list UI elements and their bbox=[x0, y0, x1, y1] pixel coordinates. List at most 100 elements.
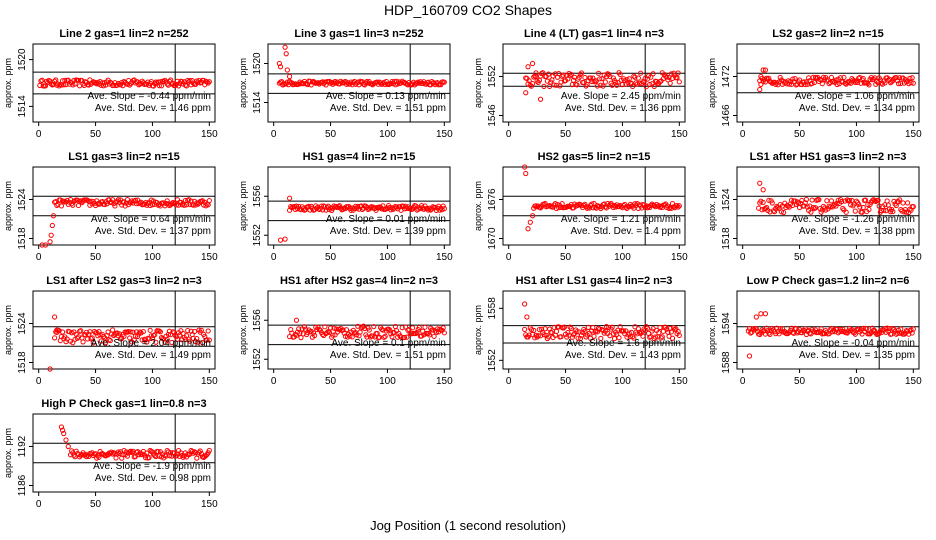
data-point bbox=[198, 451, 204, 457]
x-tick-label: 150 bbox=[201, 129, 218, 140]
data-point bbox=[287, 195, 293, 201]
data-point bbox=[801, 79, 807, 85]
data-point bbox=[413, 330, 419, 337]
x-tick-label: 0 bbox=[506, 376, 512, 387]
data-point bbox=[206, 337, 212, 343]
data-point bbox=[760, 199, 766, 206]
data-point bbox=[632, 74, 638, 80]
data-point bbox=[532, 73, 538, 79]
data-point bbox=[799, 197, 805, 204]
data-point bbox=[301, 324, 307, 330]
ave-slope-label: Ave. Slope = 0.64 ppm/min bbox=[91, 214, 211, 225]
data-point bbox=[552, 71, 558, 77]
y-tick-label: 1466 bbox=[721, 104, 732, 127]
data-point bbox=[570, 77, 577, 83]
ave-slope-label: Ave. Slope = 2.04 ppm/min bbox=[91, 338, 211, 349]
data-point bbox=[181, 202, 187, 208]
data-point bbox=[183, 333, 190, 339]
data-point bbox=[812, 74, 819, 81]
x-tick-label: 100 bbox=[144, 499, 161, 510]
data-point bbox=[757, 86, 763, 93]
data-point bbox=[194, 455, 200, 461]
data-point bbox=[762, 311, 769, 317]
data-point bbox=[82, 332, 88, 338]
data-point bbox=[193, 338, 199, 345]
ave-std-dev-label: Ave. Std. Dev. = 1.4 ppm bbox=[570, 226, 681, 237]
data-point bbox=[52, 78, 58, 84]
data-point bbox=[841, 74, 847, 81]
data-point bbox=[333, 203, 339, 210]
data-point bbox=[792, 75, 798, 82]
x-tick-label: 50 bbox=[560, 376, 572, 387]
data-point bbox=[277, 237, 284, 243]
data-point bbox=[610, 75, 616, 81]
data-point bbox=[763, 204, 770, 211]
panel-title: LS1 gas=3 lin=2 n=15 bbox=[68, 151, 180, 163]
data-point bbox=[544, 78, 550, 84]
data-point bbox=[416, 324, 422, 331]
data-point bbox=[529, 60, 536, 67]
data-point bbox=[426, 332, 433, 338]
data-point bbox=[553, 328, 560, 334]
y-tick-label: 1518 bbox=[17, 351, 28, 374]
data-point bbox=[856, 201, 862, 207]
data-point bbox=[282, 44, 288, 50]
y-axis-label: approx. ppm bbox=[707, 58, 717, 108]
data-point bbox=[568, 71, 574, 78]
data-point bbox=[578, 332, 585, 338]
data-point bbox=[320, 331, 326, 338]
data-point bbox=[886, 206, 893, 212]
data-point bbox=[762, 67, 769, 73]
data-point bbox=[631, 73, 637, 79]
data-point bbox=[135, 333, 141, 340]
data-point bbox=[529, 213, 536, 219]
data-point bbox=[110, 327, 116, 333]
data-point bbox=[293, 317, 300, 323]
panel-title: Line 4 (LT) gas=1 lin=4 n=3 bbox=[524, 28, 664, 40]
x-tick-label: 100 bbox=[144, 376, 161, 387]
y-axis-label: approx. ppm bbox=[473, 305, 483, 355]
data-point bbox=[763, 75, 770, 81]
ave-slope-label: Ave. Slope = 1.6 ppm/min bbox=[566, 338, 681, 349]
x-tick-label: 150 bbox=[905, 376, 922, 387]
data-point bbox=[833, 203, 839, 209]
data-point bbox=[876, 203, 882, 209]
data-point bbox=[549, 330, 555, 336]
ave-std-dev-label: Ave. Std. Dev. = 1.38 ppm bbox=[799, 226, 915, 237]
data-point bbox=[843, 209, 849, 215]
data-point bbox=[78, 328, 84, 334]
data-point bbox=[399, 325, 405, 331]
data-point bbox=[349, 334, 355, 340]
ave-slope-label: Ave. Slope = -0.44 ppm/min bbox=[88, 91, 212, 102]
y-axis-label: approx. ppm bbox=[238, 181, 248, 231]
data-point bbox=[862, 197, 869, 203]
data-point bbox=[422, 324, 428, 330]
data-point bbox=[594, 83, 601, 89]
data-point bbox=[666, 74, 672, 81]
x-tick-label: 50 bbox=[90, 376, 102, 387]
x-tick-label: 50 bbox=[90, 129, 102, 140]
data-point bbox=[791, 330, 797, 336]
data-point bbox=[322, 324, 328, 330]
data-point bbox=[758, 311, 764, 317]
y-tick-label: 1524 bbox=[17, 312, 28, 335]
data-point bbox=[746, 353, 753, 359]
data-point bbox=[650, 71, 656, 77]
x-tick-label: 150 bbox=[201, 376, 218, 387]
data-point bbox=[127, 335, 133, 341]
data-point bbox=[85, 336, 91, 342]
data-point bbox=[526, 332, 532, 338]
panel-frame bbox=[267, 166, 451, 246]
data-point bbox=[824, 198, 830, 204]
data-point bbox=[188, 328, 194, 334]
data-point bbox=[355, 203, 361, 210]
data-point bbox=[860, 75, 866, 82]
y-tick-label: 1514 bbox=[17, 95, 28, 118]
data-point bbox=[88, 336, 94, 342]
data-point bbox=[601, 201, 607, 207]
data-point bbox=[574, 82, 580, 88]
data-point bbox=[63, 437, 69, 443]
data-point bbox=[341, 330, 347, 336]
data-point bbox=[47, 366, 53, 372]
